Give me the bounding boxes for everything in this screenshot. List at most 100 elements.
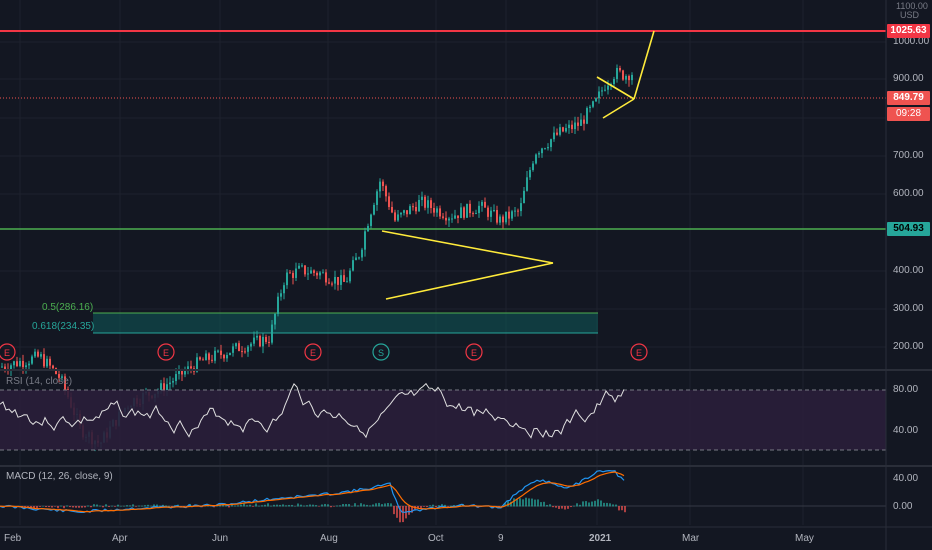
candle-body xyxy=(160,383,162,391)
candle-body xyxy=(370,214,372,226)
candle-body xyxy=(412,206,414,208)
candle-body xyxy=(574,122,576,130)
macd-histogram-bar xyxy=(270,505,272,507)
macd-title[interactable]: MACD (12, 26, close, 9) xyxy=(6,471,113,482)
time-axis-label: Jun xyxy=(212,533,229,544)
macd-histogram-bar xyxy=(132,504,134,507)
price-tick-label: 400.00 xyxy=(893,265,924,276)
candle-body xyxy=(325,272,327,283)
candle-body xyxy=(166,384,168,392)
candle-body xyxy=(406,210,408,215)
candle-body xyxy=(424,196,426,208)
candle-body xyxy=(58,374,60,378)
macd-histogram-bar xyxy=(564,506,566,510)
candle-body xyxy=(304,265,306,275)
macd-histogram-bar xyxy=(63,506,65,509)
candle-body xyxy=(358,257,360,259)
macd-histogram-bar xyxy=(603,502,605,507)
candle-body xyxy=(442,216,444,218)
macd-histogram-bar xyxy=(510,501,512,507)
macd-histogram-bar xyxy=(447,506,449,507)
macd-histogram-bar xyxy=(105,504,107,507)
macd-histogram-bar xyxy=(291,504,293,507)
candle-body xyxy=(169,382,171,385)
macd-histogram-bar xyxy=(159,505,161,507)
macd-histogram-bar xyxy=(276,504,278,507)
macd-histogram-bar xyxy=(213,506,215,508)
event-marker-circle xyxy=(0,343,16,361)
candle-body xyxy=(367,225,369,232)
candle-body xyxy=(187,366,189,371)
macd-histogram-bar xyxy=(126,505,128,507)
macd-histogram-bar xyxy=(585,501,587,507)
triangle-pattern-drawing[interactable] xyxy=(381,30,655,300)
candle-body xyxy=(595,98,597,102)
macd-histogram-bar xyxy=(162,504,164,507)
macd-pane xyxy=(0,469,886,523)
macd-histogram-bar xyxy=(264,504,266,507)
macd-histogram-bar xyxy=(297,503,299,507)
macd-histogram-bar xyxy=(114,506,116,507)
horizontal-levels[interactable] xyxy=(0,30,886,230)
macd-histogram-bar xyxy=(600,500,602,507)
candle-body xyxy=(490,210,492,217)
time-axis-label: Aug xyxy=(320,533,338,544)
candle-body xyxy=(550,139,552,148)
macd-histogram-bar xyxy=(420,506,422,510)
macd-histogram-bar xyxy=(372,504,374,507)
macd-histogram-bar xyxy=(108,506,110,507)
macd-histogram-bar xyxy=(525,497,527,507)
candle-body xyxy=(271,324,273,343)
candle-body xyxy=(502,216,504,223)
candle-body xyxy=(52,365,54,369)
candle-body xyxy=(64,376,66,390)
candle-body xyxy=(352,260,354,271)
macd-histogram-bar xyxy=(531,498,533,507)
candle-body xyxy=(562,127,564,132)
candle-body xyxy=(196,357,198,372)
macd-histogram-bar xyxy=(285,505,287,507)
macd-histogram-bar xyxy=(378,502,380,507)
candle-body xyxy=(43,354,45,367)
candle-body xyxy=(529,170,531,178)
fib-label-0-618: 0.618(234.35) xyxy=(32,321,95,332)
macd-histogram-bar xyxy=(318,506,320,507)
candle-body xyxy=(484,201,486,208)
macd-histogram-bar xyxy=(594,500,596,507)
macd-histogram-bar xyxy=(279,504,281,507)
candle-body xyxy=(13,361,15,366)
candle-body xyxy=(400,212,402,215)
macd-histogram-bar xyxy=(336,505,338,507)
macd-histogram-bar xyxy=(354,503,356,507)
candle-body xyxy=(592,101,594,107)
candle-body xyxy=(532,163,534,171)
macd-histogram-bar xyxy=(363,504,365,507)
candle-body xyxy=(472,213,474,215)
macd-histogram-bar xyxy=(165,505,167,507)
rsi-title[interactable]: RSI (14, close) xyxy=(6,376,73,387)
candle-body xyxy=(376,191,378,205)
macd-histogram-bar xyxy=(87,505,89,507)
macd-histogram-bar xyxy=(549,504,551,507)
candle-body xyxy=(379,181,381,192)
candle-body xyxy=(409,206,411,215)
candle-body xyxy=(559,127,561,135)
macd-histogram-bar xyxy=(606,502,608,507)
candle-body xyxy=(163,383,165,392)
candle-body xyxy=(256,335,258,338)
candle-body xyxy=(496,210,498,223)
rsi-pane xyxy=(0,382,886,451)
macd-histogram-bar xyxy=(504,503,506,507)
countdown-tag: 09:28 xyxy=(887,107,930,121)
time-axis-label: Mar xyxy=(682,533,700,544)
macd-histogram-bar xyxy=(306,505,308,507)
candle-body xyxy=(178,369,180,375)
candle-body xyxy=(349,270,351,282)
currency-label: USD xyxy=(900,10,920,20)
candle-body xyxy=(493,210,495,212)
macd-histogram-bar xyxy=(591,501,593,507)
candle-body xyxy=(388,196,390,207)
candle-body xyxy=(211,359,213,361)
